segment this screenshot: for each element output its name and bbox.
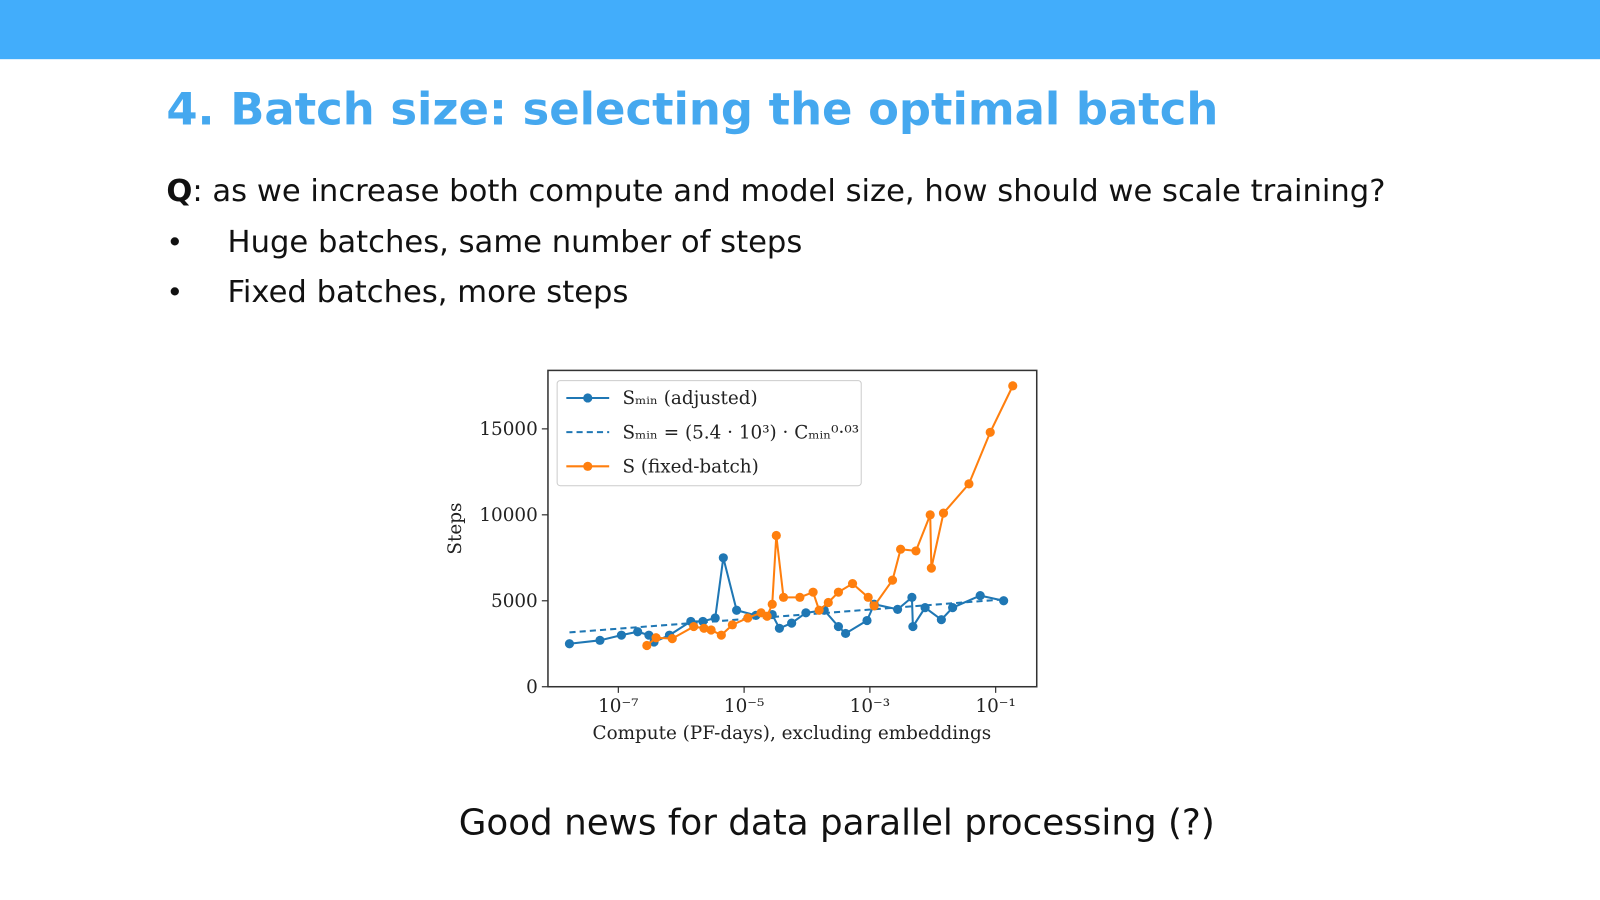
y-axis-label: Steps bbox=[445, 503, 466, 555]
data-point bbox=[907, 592, 917, 602]
x-tick-label: 10⁻⁷ bbox=[598, 696, 638, 717]
data-point bbox=[1008, 381, 1018, 391]
legend-label: Sₘᵢₙ (adjusted) bbox=[622, 388, 757, 409]
bullet: Fixed batches, more steps bbox=[228, 275, 629, 310]
series-line bbox=[569, 598, 1004, 634]
data-point bbox=[862, 615, 872, 626]
slide-title: 4. Batch size: selecting the optimal bat… bbox=[166, 82, 1218, 135]
data-point bbox=[938, 508, 949, 518]
footer-text: Good news for data parallel processing (… bbox=[459, 803, 1215, 844]
legend-label: S (fixed-batch) bbox=[622, 456, 758, 477]
data-point bbox=[718, 553, 728, 563]
data-point bbox=[808, 587, 818, 597]
data-point bbox=[887, 575, 898, 585]
question-text: : as we increase both compute and model … bbox=[192, 174, 1385, 209]
legend-box bbox=[556, 380, 862, 487]
y-tick-label: 0 bbox=[526, 677, 538, 698]
data-point bbox=[595, 635, 605, 645]
x-axis-label: Compute (PF-days), excluding embeddings bbox=[593, 723, 992, 744]
bullet: Huge batches, same number of steps bbox=[228, 225, 803, 260]
data-point bbox=[975, 591, 985, 601]
data-point bbox=[801, 608, 811, 618]
data-point bbox=[985, 427, 995, 437]
legend-marker bbox=[583, 393, 593, 403]
data-point bbox=[787, 618, 797, 628]
data-point bbox=[948, 603, 958, 613]
header-bar bbox=[0, 0, 1600, 60]
data-point bbox=[964, 479, 974, 489]
data-point bbox=[911, 546, 921, 556]
data-point bbox=[767, 599, 777, 609]
y-tick-label: 10000 bbox=[479, 505, 537, 526]
data-point bbox=[651, 633, 661, 643]
data-point bbox=[774, 623, 784, 633]
data-point bbox=[732, 605, 742, 615]
x-tick-label: 10⁻¹ bbox=[975, 696, 1015, 717]
data-point bbox=[926, 563, 936, 573]
data-point bbox=[716, 630, 726, 640]
data-point bbox=[564, 639, 575, 649]
data-point bbox=[727, 620, 737, 630]
y-tick-label: 5000 bbox=[491, 591, 538, 612]
data-point bbox=[743, 613, 753, 623]
data-point bbox=[778, 592, 789, 602]
data-point bbox=[908, 621, 918, 632]
data-point bbox=[936, 615, 946, 625]
question-label: Q bbox=[166, 174, 192, 209]
data-point bbox=[833, 587, 844, 597]
data-point bbox=[644, 630, 654, 640]
data-point bbox=[616, 630, 627, 640]
data-point bbox=[863, 592, 873, 602]
chart: Compute (PF-days), excluding embeddings … bbox=[445, 369, 1038, 744]
data-point bbox=[999, 596, 1009, 606]
data-point bbox=[633, 627, 643, 637]
data-point bbox=[667, 634, 677, 644]
data-point bbox=[823, 597, 833, 608]
x-tick-label: 10⁻⁵ bbox=[724, 696, 764, 717]
data-point bbox=[642, 640, 652, 651]
data-point bbox=[771, 530, 781, 541]
data-point bbox=[893, 604, 903, 614]
data-point bbox=[814, 605, 824, 615]
data-point bbox=[896, 544, 906, 554]
data-point bbox=[869, 601, 879, 611]
data-point bbox=[925, 510, 935, 520]
data-point bbox=[699, 623, 709, 633]
data-point bbox=[833, 621, 844, 632]
data-point bbox=[795, 592, 805, 602]
legend-marker bbox=[583, 461, 593, 471]
bullet-dot: • bbox=[166, 275, 183, 309]
data-point bbox=[841, 628, 851, 639]
y-tick-label: 15000 bbox=[479, 419, 537, 440]
bullet-dot: • bbox=[166, 225, 183, 259]
x-tick-label: 10⁻³ bbox=[850, 696, 890, 717]
data-point bbox=[706, 625, 716, 635]
data-point bbox=[847, 578, 858, 589]
data-point bbox=[762, 611, 772, 621]
legend-label: Sₘᵢₙ = (5.4 · 10³) · Cₘᵢₙ⁰·⁰³ bbox=[622, 422, 859, 443]
data-point bbox=[689, 621, 699, 632]
question: Q: as we increase both compute and model… bbox=[166, 174, 1385, 209]
